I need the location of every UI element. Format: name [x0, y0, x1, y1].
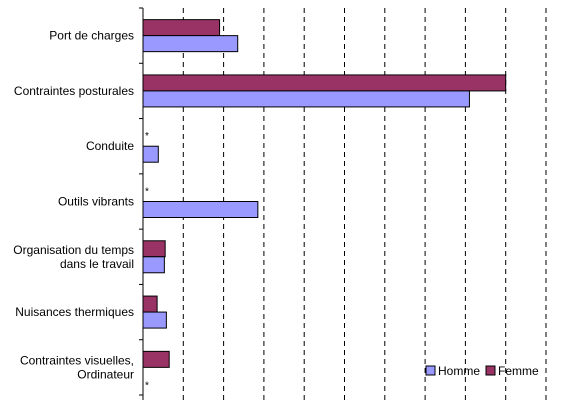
category-label: Contraintes posturales	[14, 84, 134, 98]
y-axis	[139, 7, 547, 400]
category-label: Port de charges	[49, 29, 134, 43]
category-label: Conduite	[86, 139, 134, 153]
missing-marker: *	[145, 187, 149, 198]
category-label: dans le travail	[60, 257, 134, 271]
category-label: Organisation du temps	[13, 243, 134, 257]
bar-homme	[142, 90, 470, 108]
bars: * * *	[142, 19, 507, 391]
bar-homme	[142, 256, 165, 274]
bar-homme	[142, 35, 239, 53]
bar-homme	[142, 145, 159, 163]
legend-swatch-homme	[425, 365, 436, 376]
legend: Homme Femme	[425, 364, 539, 378]
bar-femme	[142, 240, 166, 258]
missing-marker: *	[145, 131, 149, 142]
legend-swatch-femme	[485, 365, 496, 376]
missing-marker: *	[145, 380, 149, 391]
category-label: Nuisances thermiques	[15, 305, 134, 319]
category-label: Outils vibrants	[58, 195, 134, 209]
bar-femme	[142, 19, 221, 37]
bar-femme	[142, 74, 507, 92]
bar-femme	[142, 350, 170, 368]
bar-homme	[142, 201, 259, 218]
category-labels: Port de charges Contraintes posturales Con…	[13, 29, 134, 382]
bar-homme	[142, 311, 167, 329]
legend-label-femme: Femme	[498, 364, 539, 378]
legend-label-homme: Homme	[438, 364, 480, 378]
category-label: Ordinateur	[77, 367, 134, 381]
category-label: Contraintes visuelles,	[20, 353, 134, 367]
bar-femme	[142, 295, 158, 313]
